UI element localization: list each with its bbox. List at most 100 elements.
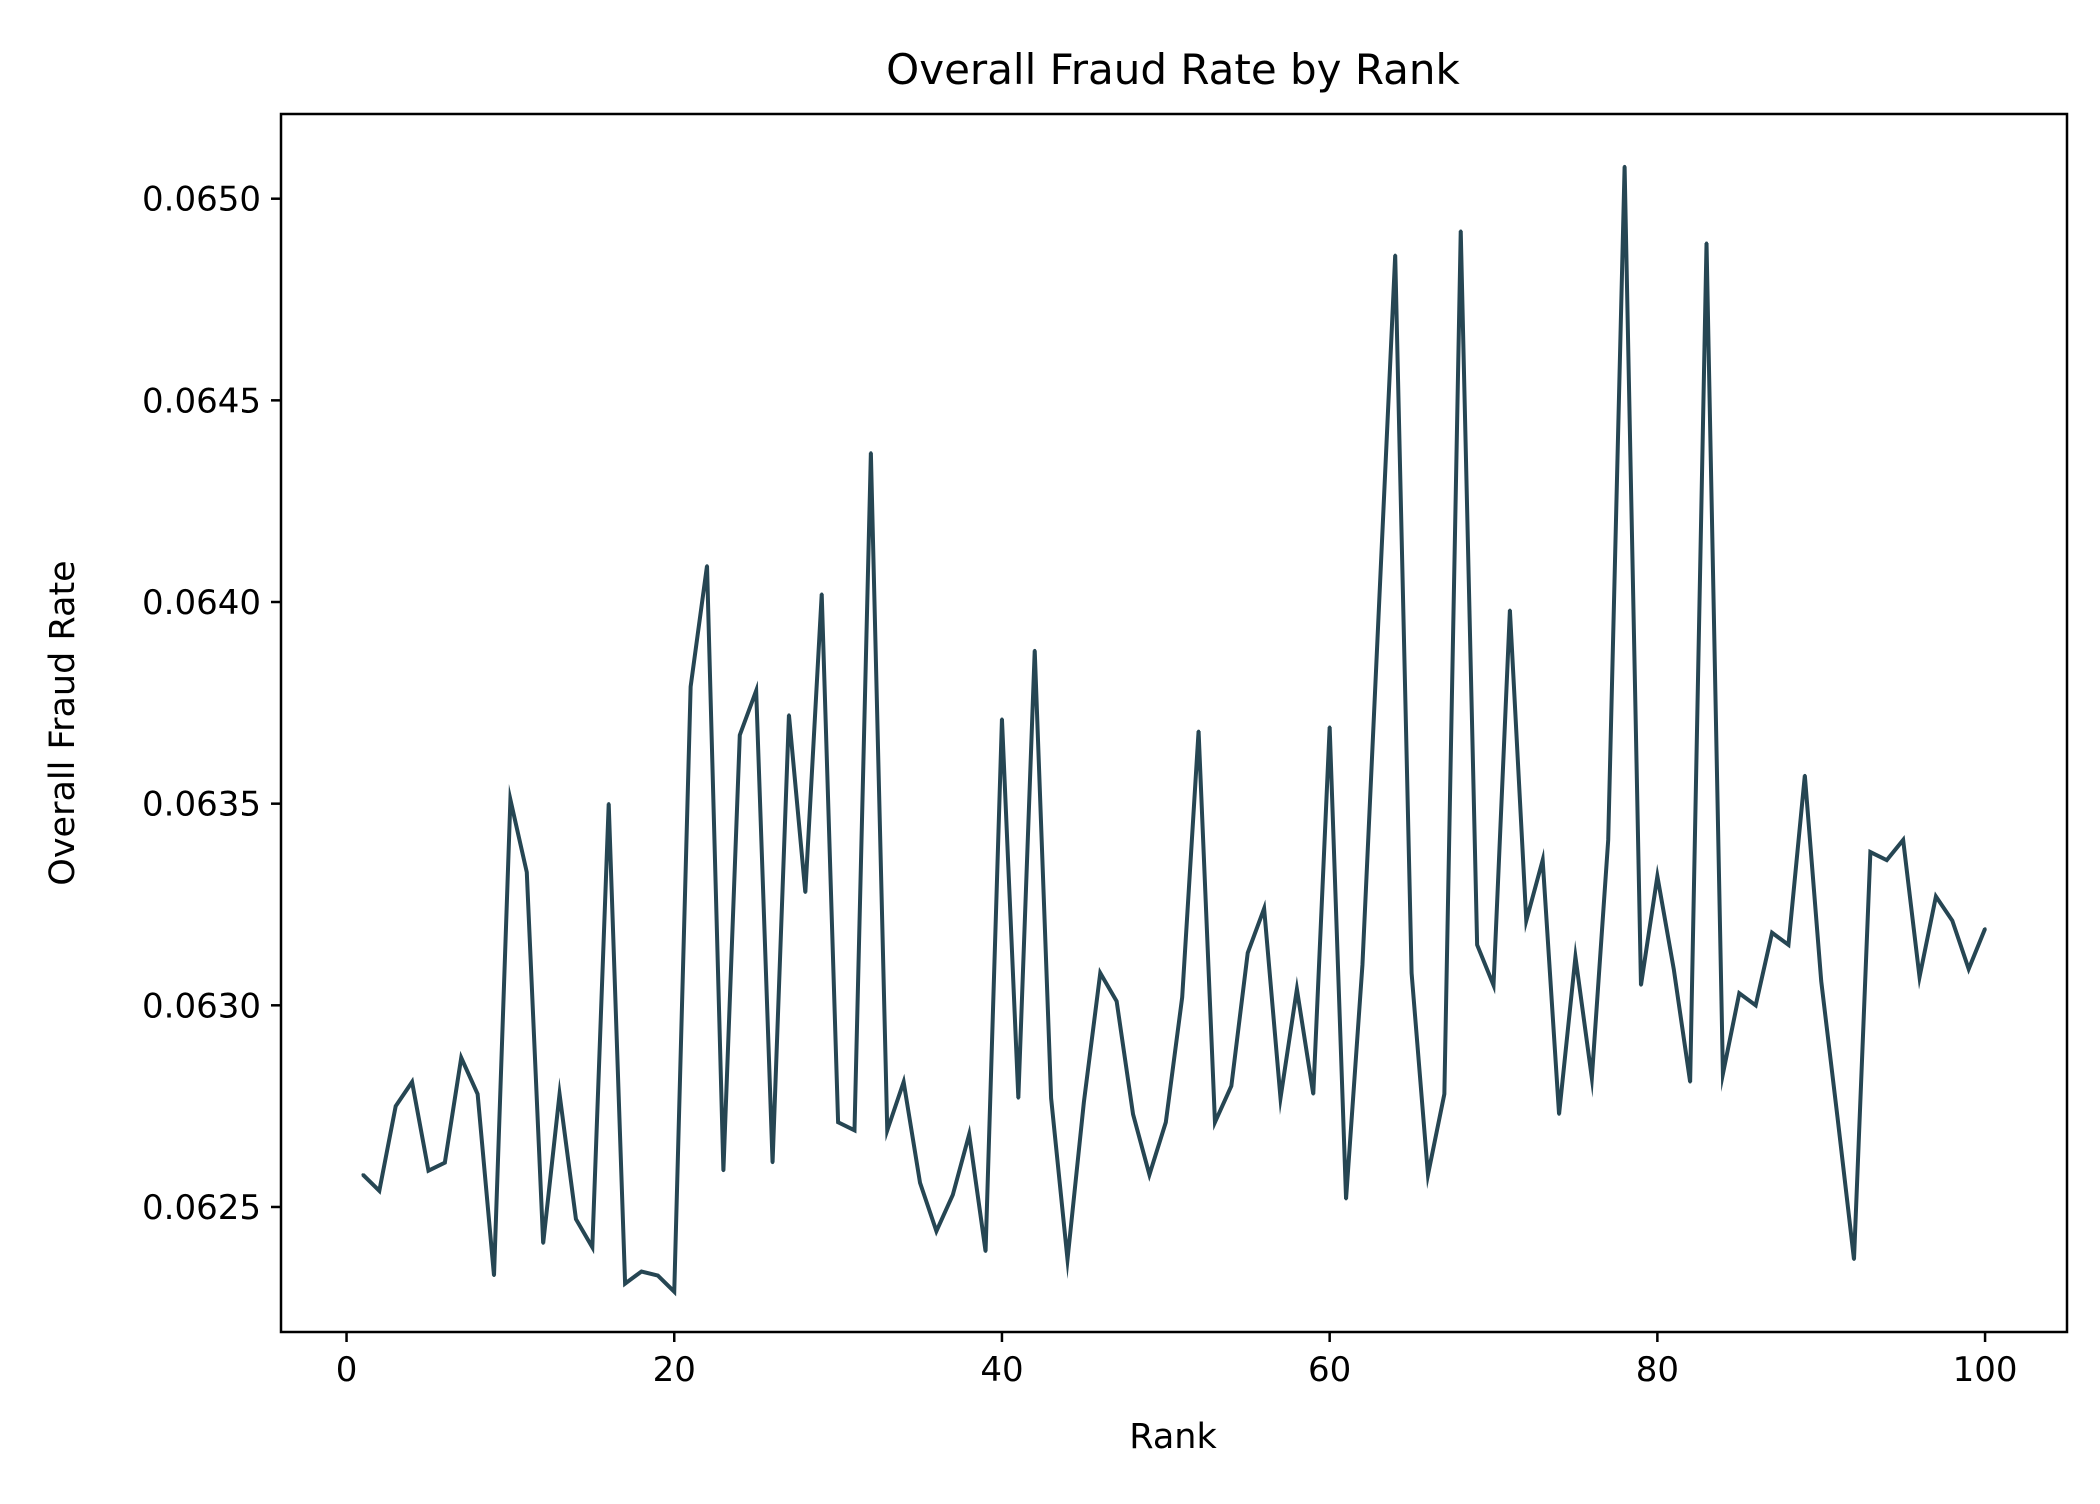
data-point — [738, 733, 742, 737]
data-point — [705, 564, 709, 568]
data-point — [1786, 943, 1790, 947]
data-point — [623, 1282, 627, 1286]
data-point — [1311, 1092, 1315, 1096]
data-point — [836, 1120, 840, 1124]
data-point — [918, 1181, 922, 1185]
data-point — [459, 1056, 463, 1060]
data-point — [426, 1169, 430, 1173]
data-point — [1967, 967, 1971, 971]
x-tick-label: 80 — [1636, 1350, 1679, 1390]
data-point — [1459, 229, 1463, 233]
data-point — [1705, 241, 1709, 245]
data-point — [934, 1229, 938, 1233]
data-point — [1180, 995, 1184, 999]
data-point — [1115, 999, 1119, 1003]
data-point — [1541, 858, 1545, 862]
data-point — [1213, 1120, 1217, 1124]
data-point — [754, 689, 758, 693]
data-point — [1246, 951, 1250, 955]
data-point — [1098, 971, 1102, 975]
x-tick-label: 40 — [980, 1350, 1023, 1390]
data-point — [721, 1169, 725, 1173]
data-point — [1590, 1076, 1594, 1080]
data-point — [820, 592, 824, 596]
data-point — [1737, 991, 1741, 995]
data-point — [1393, 253, 1397, 257]
data-point — [1688, 1080, 1692, 1084]
data-point — [639, 1270, 643, 1273]
data-point — [869, 451, 873, 455]
data-point — [1049, 1096, 1053, 1100]
data-point — [1279, 1096, 1282, 1100]
data-point — [1328, 725, 1332, 729]
data-point — [1770, 931, 1774, 935]
data-point — [1918, 975, 1922, 979]
data-point — [689, 685, 693, 689]
data-point — [787, 713, 791, 717]
data-point — [1639, 983, 1643, 987]
data-point — [1508, 608, 1512, 612]
data-point — [1492, 983, 1496, 987]
x-tick-label: 100 — [1953, 1350, 2018, 1390]
data-point — [1721, 1072, 1725, 1076]
data-point — [574, 1217, 578, 1221]
data-point — [1164, 1120, 1168, 1124]
data-point — [672, 1290, 676, 1294]
data-point — [967, 1132, 971, 1136]
x-tick-label: 60 — [1308, 1350, 1351, 1390]
data-point — [1082, 1100, 1086, 1104]
data-point — [607, 802, 611, 806]
data-point — [1229, 1084, 1233, 1088]
data-point — [1868, 850, 1872, 854]
data-point — [1377, 608, 1381, 612]
data-point — [1623, 164, 1627, 168]
data-point — [508, 798, 512, 802]
data-point — [902, 1080, 906, 1084]
data-point — [1360, 963, 1364, 967]
y-axis-label: Overall Fraud Rate — [43, 560, 83, 885]
data-point — [1033, 648, 1037, 652]
y-tick-label: 0.0650 — [142, 180, 261, 220]
data-point — [1066, 1257, 1069, 1261]
y-tick-label: 0.0625 — [142, 1188, 261, 1228]
data-point — [377, 1189, 381, 1193]
data-point — [1606, 838, 1610, 842]
y-tick-label: 0.0635 — [142, 785, 261, 825]
y-tick-label: 0.0640 — [142, 583, 261, 623]
data-point — [1901, 838, 1905, 842]
data-point — [1672, 967, 1676, 971]
data-point — [1000, 717, 1004, 721]
y-tick-label: 0.0630 — [142, 986, 261, 1026]
data-point — [656, 1274, 660, 1278]
data-point — [771, 1161, 775, 1165]
chart-title: Overall Fraud Rate by Rank — [886, 45, 1460, 94]
data-point — [1295, 987, 1299, 991]
data-point — [1442, 1092, 1446, 1096]
data-point — [394, 1104, 398, 1108]
data-point — [443, 1161, 447, 1165]
data-point — [541, 1241, 545, 1245]
data-point — [492, 1274, 496, 1278]
data-point — [1147, 1173, 1151, 1177]
data-point — [1197, 729, 1201, 733]
data-point — [1262, 907, 1266, 911]
data-point — [1852, 1257, 1856, 1261]
x-axis-ticks: 0 20 40 60 80 100 — [336, 1332, 2018, 1390]
data-point — [1934, 894, 1938, 898]
data-point — [1836, 1116, 1840, 1120]
series-line — [361, 166, 1987, 1297]
data-point — [852, 1128, 856, 1132]
data-point — [803, 890, 807, 894]
data-point — [1524, 919, 1528, 923]
data-point — [1410, 971, 1414, 975]
series-layer — [361, 164, 1987, 1297]
data-point — [951, 1193, 955, 1197]
data-point — [885, 1128, 889, 1132]
data-point — [1344, 1197, 1348, 1201]
data-point — [410, 1080, 414, 1084]
x-tick-label: 20 — [653, 1350, 696, 1390]
y-axis-ticks: 0.0625 0.0630 0.0635 0.0640 0.0645 0.0650 — [142, 180, 281, 1228]
